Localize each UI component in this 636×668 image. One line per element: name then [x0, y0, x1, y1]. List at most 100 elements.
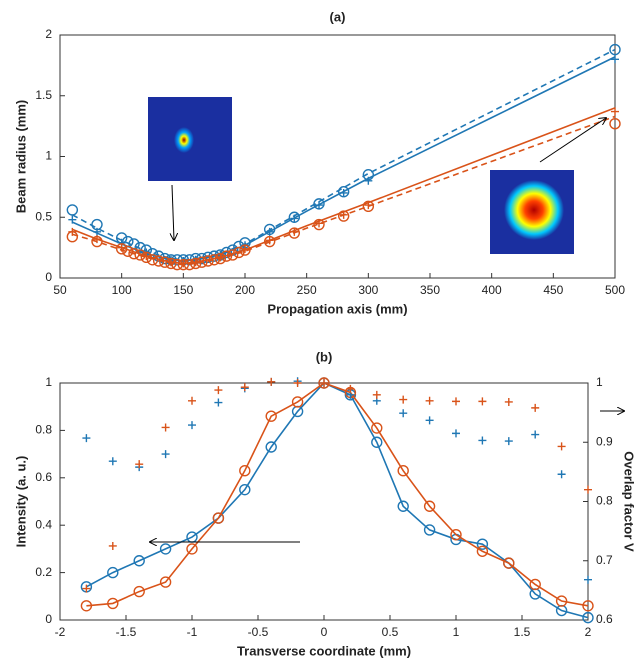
x-tick-label: 450 — [543, 283, 563, 297]
circle-marker — [220, 250, 233, 262]
circle-marker — [183, 258, 196, 271]
circle-marker — [397, 500, 409, 512]
x-tick-label: 50 — [53, 283, 67, 297]
plus-marker — [399, 395, 408, 404]
series-line — [86, 382, 589, 607]
circle-marker — [146, 254, 159, 266]
circle-marker — [239, 464, 251, 477]
circle-marker — [529, 578, 541, 591]
circle-marker — [265, 441, 277, 453]
x-tick-label: -1.5 — [116, 625, 137, 639]
plus-marker — [214, 398, 223, 407]
y2-tick-label: 0.9 — [596, 434, 613, 448]
y-tick-label: 0.8 — [35, 423, 52, 437]
circle-marker — [318, 377, 330, 389]
plus-marker — [82, 584, 91, 593]
x-tick-label: 0 — [321, 625, 328, 639]
plus-marker — [584, 575, 592, 584]
circle-marker — [609, 117, 621, 130]
x-tick-label: 350 — [420, 283, 440, 297]
circle-marker — [134, 241, 146, 254]
inset-spot — [174, 127, 194, 153]
circle-marker — [291, 396, 304, 408]
series-line — [86, 382, 589, 619]
x-tick-label: -2 — [55, 625, 66, 639]
inset-spot — [504, 180, 564, 240]
circle-marker — [107, 597, 119, 610]
y-tick-label: 1 — [45, 149, 52, 163]
circle-marker — [212, 512, 225, 524]
plus-marker — [372, 390, 381, 399]
plus-marker — [531, 430, 540, 439]
x-tick-label: 200 — [235, 283, 255, 297]
circle-marker — [239, 483, 251, 496]
y-axis-label: Beam radius (mm) — [13, 100, 28, 213]
plus-marker — [240, 383, 249, 392]
plots: (a) Propagation axis (mm) Beam radius (mm)… — [13, 9, 636, 658]
plus-marker — [267, 377, 276, 386]
y2-axis-label: Overlap factor V — [622, 451, 636, 552]
circle-marker — [397, 464, 409, 477]
circle-marker — [423, 500, 436, 512]
plus-marker — [161, 450, 170, 459]
x-tick-label: 300 — [358, 283, 378, 297]
circle-marker — [476, 538, 489, 550]
x-tick-label: 1.5 — [514, 625, 531, 639]
x-tick-label: 400 — [482, 283, 502, 297]
plus-marker — [346, 384, 355, 393]
x-tick-label: 150 — [173, 283, 193, 297]
circle-marker — [503, 557, 515, 569]
plus-marker — [452, 397, 460, 406]
chart-title: (b) — [316, 349, 333, 364]
plus-marker — [504, 397, 513, 406]
circle-marker — [582, 600, 594, 612]
plus-marker — [557, 470, 566, 479]
circle-marker — [133, 555, 145, 567]
circle-marker — [233, 246, 245, 259]
x-tick-label: 1 — [453, 625, 460, 639]
y-tick-label: 2 — [45, 27, 52, 41]
plus-marker — [611, 107, 619, 116]
plus-marker — [293, 379, 302, 387]
plus-marker — [320, 379, 328, 387]
plus-marker — [531, 403, 540, 412]
y-tick-label: 0 — [45, 612, 52, 626]
plus-marker — [108, 457, 117, 466]
circle-marker — [186, 543, 198, 555]
arrow — [539, 118, 606, 163]
plus-marker — [611, 55, 619, 64]
chart-title: (a) — [330, 9, 346, 24]
y-tick-label: 1.5 — [35, 88, 52, 102]
x-tick-label: -1 — [187, 625, 198, 639]
series-line — [72, 115, 616, 266]
circle-marker — [609, 43, 621, 56]
plus-marker — [557, 442, 566, 451]
y-tick-label: 0.6 — [35, 470, 52, 484]
circle-marker — [159, 543, 172, 555]
circle-marker — [423, 524, 436, 536]
y-axis-label: Intensity (a. u.) — [13, 456, 28, 548]
x-tick-label: 250 — [297, 283, 317, 297]
x-axis-label: Transverse coordinate (mm) — [237, 643, 411, 658]
y-tick-label: 0.4 — [35, 517, 52, 531]
circle-marker — [582, 611, 594, 624]
plus-marker — [82, 434, 91, 443]
plus-marker — [478, 397, 487, 406]
plus-marker — [478, 436, 487, 445]
plus-marker — [108, 541, 117, 550]
circle-marker — [371, 436, 383, 448]
circle-marker — [371, 422, 383, 434]
x-axis-label: Propagation axis (mm) — [267, 301, 407, 316]
x-tick-label: 100 — [112, 283, 132, 297]
y2-tick-label: 0.6 — [596, 612, 613, 626]
circle-marker — [66, 204, 79, 216]
circle-marker — [476, 545, 489, 557]
circle-marker — [265, 410, 277, 422]
plus-marker — [188, 396, 196, 405]
circle-marker — [80, 600, 93, 612]
circle-marker — [450, 528, 462, 541]
x-tick-label: 500 — [605, 283, 625, 297]
y-tick-label: 1 — [45, 375, 52, 389]
series-line — [72, 107, 616, 265]
